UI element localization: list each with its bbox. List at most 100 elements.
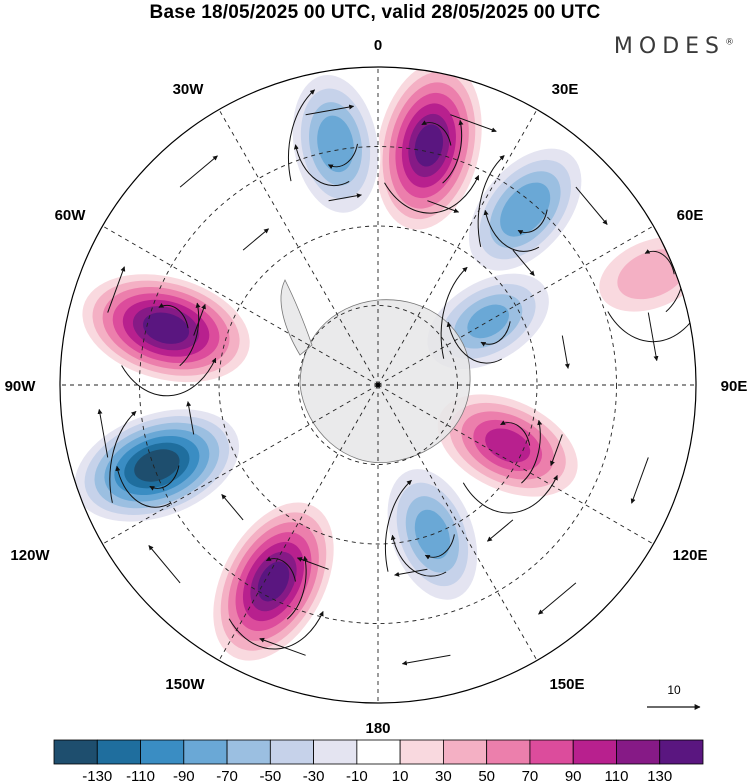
anomaly-field xyxy=(72,67,696,664)
streamline-arrow xyxy=(538,582,577,615)
streamline-arrow xyxy=(384,175,480,214)
colorbar-swatch xyxy=(616,739,661,765)
streamline-arrow xyxy=(575,186,608,225)
streamline-arrow xyxy=(186,401,195,435)
streamline-arrow xyxy=(158,303,189,329)
colorbar-swatch xyxy=(96,739,141,765)
streamline-arrow xyxy=(265,556,296,582)
colorbar-tick-label: -70 xyxy=(216,768,238,783)
map-title: Base 18/05/2025 00 UTC, valid 28/05/2025… xyxy=(149,2,601,23)
streamline-arrow xyxy=(446,321,503,364)
streamline-arrow xyxy=(121,357,217,397)
streamline-arrow xyxy=(427,200,460,213)
streamline-arrow xyxy=(450,114,497,133)
colorbar-tick-label: 50 xyxy=(478,768,495,783)
positive-anomaly-center xyxy=(79,272,253,384)
lon-label-120w: 120W xyxy=(10,547,50,564)
streamline-arrow xyxy=(630,457,649,504)
colorbar-swatch xyxy=(442,739,488,765)
streamline-arrow xyxy=(394,568,428,577)
colorbar-swatch xyxy=(486,739,531,765)
south-pole-marker xyxy=(375,382,381,388)
map-border xyxy=(59,66,697,704)
latitude-circle xyxy=(298,305,458,465)
streamline-arrow xyxy=(286,555,308,620)
streamline-arrow xyxy=(550,434,563,467)
colorbar-swatch xyxy=(53,739,98,765)
graticule xyxy=(60,67,696,703)
streamline-arrow xyxy=(390,534,447,577)
colorbar-tick-label: 70 xyxy=(522,768,539,783)
streamline-arrow xyxy=(424,534,455,560)
antarctica-landmass xyxy=(280,279,471,464)
streamline-arrow xyxy=(259,637,306,656)
colorbar-tick-label: 110 xyxy=(605,768,629,783)
anomaly-contour xyxy=(414,124,444,167)
anomaly-contour xyxy=(500,182,551,237)
meridian-line xyxy=(102,384,379,545)
lon-label-90w: 90W xyxy=(5,378,37,395)
meridian-line xyxy=(377,225,654,386)
streamline-arrow xyxy=(305,104,355,116)
meridian-line xyxy=(377,109,538,386)
streamline-arrow xyxy=(107,266,126,313)
colorbar: -130 -110 -90 -70 -50 -30 -10 10 30 50 70 90 110 130 xyxy=(53,739,704,783)
streamline-arrow xyxy=(462,475,558,514)
streamline-arrow xyxy=(327,143,358,170)
colorbar-swatch xyxy=(183,739,228,765)
lon-label-150w: 150W xyxy=(165,676,205,693)
anomaly-contour xyxy=(317,115,354,173)
meridian-line xyxy=(377,384,654,545)
colorbar-swatch xyxy=(572,739,617,765)
meridian-line xyxy=(102,225,379,386)
streamline-arrow xyxy=(179,302,201,367)
wind-streamlines xyxy=(97,89,696,666)
streamline-arrow xyxy=(480,321,511,347)
lon-label-30w: 30W xyxy=(173,81,205,98)
lon-label-120e: 120E xyxy=(672,547,707,564)
streamline-arrow xyxy=(179,155,218,188)
colorbar-tick-label: 90 xyxy=(565,768,582,783)
lon-label-60e: 60E xyxy=(677,207,704,224)
streamline-arrow xyxy=(487,519,514,542)
streamline-arrow xyxy=(296,557,329,570)
colorbar-swatch xyxy=(313,739,358,765)
colorbar-tick-label: 130 xyxy=(647,768,672,783)
colorbar-swatch xyxy=(356,739,401,765)
streamline-arrow xyxy=(193,303,206,336)
meridian-line xyxy=(218,384,379,661)
streamline-arrow xyxy=(293,144,350,187)
latitude-circle xyxy=(139,146,617,624)
registered-mark: ® xyxy=(725,37,734,48)
lon-label-60w: 60W xyxy=(55,207,87,224)
anomaly-contour xyxy=(467,304,509,339)
colorbar-swatch xyxy=(399,739,444,765)
colorbar-swatch xyxy=(226,739,271,765)
streamline-arrow xyxy=(477,155,505,248)
modes-logo-text: MODES xyxy=(613,34,725,59)
streamline-arrow xyxy=(644,249,675,275)
lon-label-30e: 30E xyxy=(552,81,579,98)
streamline-arrow xyxy=(483,209,540,252)
anomaly-contour xyxy=(257,561,290,602)
streamline-arrow xyxy=(500,420,531,446)
streamline-arrow xyxy=(97,408,109,458)
streamline-arrow xyxy=(115,465,171,508)
colorbar-tick-label: 10 xyxy=(392,768,409,783)
streamline-arrow xyxy=(440,266,468,359)
streamline-arrow xyxy=(512,249,535,276)
anomaly-contour xyxy=(143,312,190,344)
modes-logo: MODES® xyxy=(614,34,734,59)
positive-anomaly-center xyxy=(211,500,336,664)
streamline-arrow xyxy=(442,119,464,184)
positive-anomaly-center xyxy=(374,67,484,233)
meridian-line xyxy=(218,109,379,386)
streamline-arrow xyxy=(221,494,244,521)
lon-label-0: 0 xyxy=(374,37,382,54)
colorbar-tick-label: -50 xyxy=(259,768,281,783)
streamline-arrow xyxy=(148,545,181,584)
colorbar-tick-label: -90 xyxy=(173,768,195,783)
streamline-arrow xyxy=(521,419,543,484)
colorbar-swatch xyxy=(269,739,315,765)
